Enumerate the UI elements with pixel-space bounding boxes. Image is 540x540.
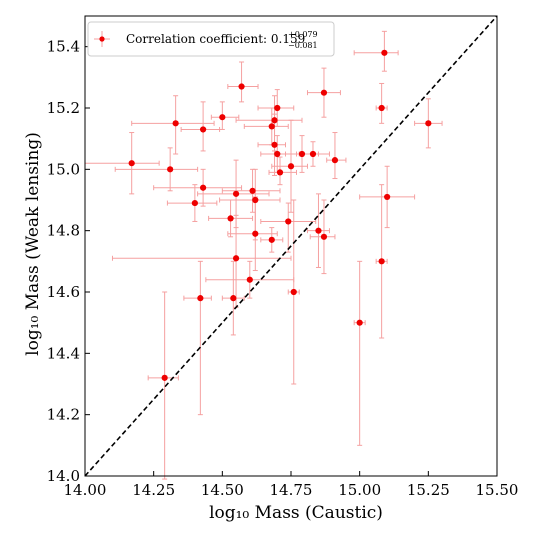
- data-point: [249, 187, 256, 194]
- data-point: [227, 215, 234, 222]
- y-tick-label: 15.2: [47, 99, 80, 117]
- data-point: [290, 288, 297, 296]
- y-tick-label: 14.2: [47, 406, 80, 424]
- data-point: [252, 230, 259, 237]
- data-point: [309, 150, 317, 158]
- x-tick-label: 15.50: [476, 481, 519, 499]
- y-axis-ticks: 14.0 14.2 14.4 14.6 14.8 15.0 15.2 15.4: [47, 38, 90, 485]
- data-point: [197, 295, 204, 302]
- legend-box: [87, 21, 335, 57]
- y-tick-label: 14.8: [47, 222, 80, 240]
- x-axis-label: log₁₀ Mass (Caustic): [209, 503, 383, 523]
- data-point: [232, 190, 240, 197]
- legend-plus: +0.079: [288, 30, 318, 39]
- data-point: [238, 83, 245, 90]
- x-axis-ticks: 14.00 14.25 14.50 14.75 15.00 15.25 15.50: [64, 471, 519, 499]
- data-point: [219, 114, 226, 121]
- data-point: [378, 258, 385, 265]
- legend-value: 0.159: [271, 32, 305, 46]
- data-point: [381, 49, 388, 56]
- data-points: [128, 49, 432, 381]
- data-point: [268, 123, 275, 130]
- data-point: [384, 193, 391, 201]
- data-point: [232, 255, 240, 262]
- data-point: [285, 218, 292, 225]
- data-point: [274, 150, 281, 158]
- y-tick-label: 14.6: [47, 283, 80, 301]
- legend-minus: −0.081: [288, 41, 318, 50]
- x-tick-label: 14.25: [132, 481, 175, 499]
- y-tick-label: 14.0: [47, 467, 80, 485]
- data-point: [356, 319, 363, 326]
- y-tick-label: 15.0: [47, 160, 80, 178]
- x-tick-label: 15.00: [338, 481, 381, 499]
- data-point: [425, 120, 432, 127]
- y-axis-label: log₁₀ Mass (Weak lensing): [23, 132, 43, 356]
- data-point: [191, 199, 198, 207]
- data-point: [378, 104, 385, 112]
- data-point: [200, 126, 207, 133]
- x-tick-label: 14.50: [201, 481, 244, 499]
- x-tick-label: 14.00: [64, 481, 107, 499]
- legend-marker: [99, 36, 105, 42]
- data-point: [298, 150, 306, 158]
- data-point: [161, 374, 168, 381]
- data-point: [230, 295, 237, 302]
- data-point: [172, 120, 179, 127]
- data-point: [315, 227, 322, 234]
- data-point: [167, 166, 174, 173]
- x-tick-label: 15.25: [407, 481, 450, 499]
- data-point: [276, 169, 284, 176]
- data-point: [331, 157, 339, 164]
- legend-prefix: Correlation coefficient:: [126, 32, 271, 46]
- identity-line: [84, 15, 498, 477]
- svg-text:Correlation coefficient:: Correlation coefficient: 0.159: [126, 32, 305, 46]
- y-tick-label: 15.4: [47, 38, 80, 56]
- y-tick-label: 14.4: [47, 344, 80, 362]
- error-bars: [84, 30, 443, 480]
- data-point: [252, 196, 259, 204]
- x-tick-label: 14.75: [270, 481, 313, 499]
- data-point: [268, 236, 275, 243]
- data-point: [200, 184, 207, 191]
- data-point: [274, 104, 281, 112]
- data-point: [320, 89, 328, 96]
- data-point: [320, 233, 328, 240]
- legend: Correlation coefficient: 0.159 +0.079 −0…: [87, 21, 335, 57]
- data-point: [271, 117, 278, 124]
- data-point: [271, 141, 278, 148]
- data-point: [246, 276, 253, 283]
- data-point: [287, 163, 295, 170]
- data-point: [128, 160, 135, 167]
